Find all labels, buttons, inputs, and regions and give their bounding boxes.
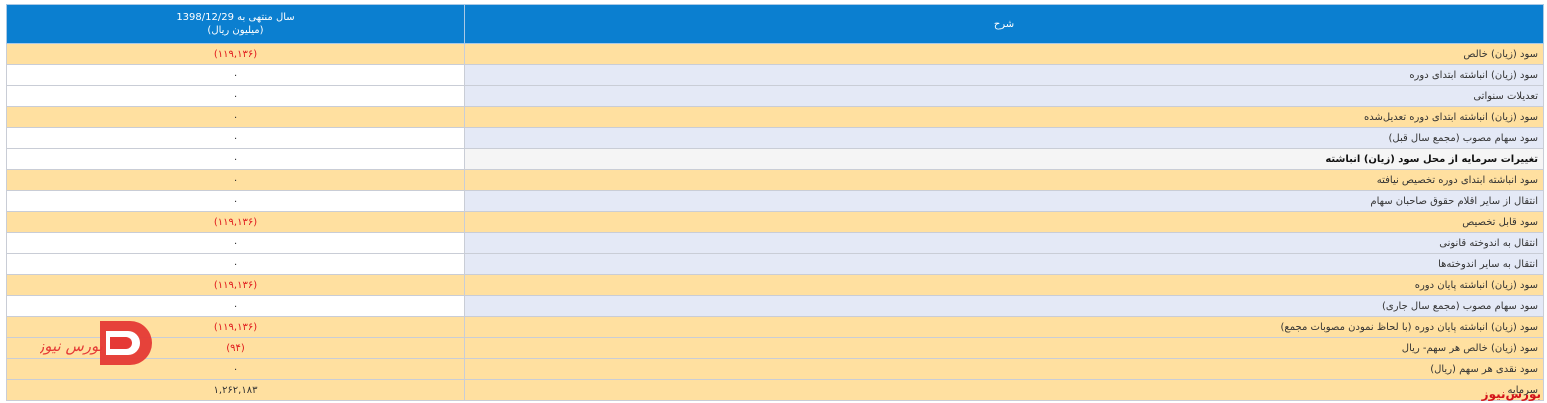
row-value: ۰ bbox=[6, 127, 465, 149]
row-value: (۱۱۹,۱۳۶) bbox=[6, 43, 465, 65]
row-value: ۰ bbox=[6, 253, 465, 275]
row-value: ۰ bbox=[6, 232, 465, 254]
row-label: انتقال به سایر اندوخته‌ها bbox=[464, 253, 1544, 275]
row-label: سود (زیان) انباشته پایان دوره (با لحاظ ن… bbox=[464, 316, 1544, 338]
row-label: تغییرات سرمایه از محل سود (زیان) انباشته bbox=[464, 148, 1544, 170]
table-row: ۱,۲۶۲,۱۸۳ سرمایه bbox=[6, 379, 1544, 401]
table-row: ۰ سود (زیان) انباشته ابتدای دوره bbox=[6, 64, 1544, 86]
row-value: ۰ bbox=[6, 295, 465, 317]
table-row: (۱۱۹,۱۳۶) سود (زیان) انباشته پایان دوره bbox=[6, 274, 1544, 296]
table-row: (۹۴) سود (زیان) خالص هر سهم- ریال bbox=[6, 337, 1544, 359]
footer-watermark: بورس‌نیوز bbox=[1481, 387, 1541, 401]
table-row: ۰ سود (زیان) انباشته ابتدای دوره تعدیل‌شد… bbox=[6, 106, 1544, 128]
row-value: ۰ bbox=[6, 85, 465, 107]
row-label: سود (زیان) انباشته پایان دوره bbox=[464, 274, 1544, 296]
row-label: سود (زیان) خالص هر سهم- ریال bbox=[464, 337, 1544, 359]
row-label: سود سهام مصوب (مجمع سال جاری) bbox=[464, 295, 1544, 317]
table-row: ۰ انتقال به سایر اندوخته‌ها bbox=[6, 253, 1544, 275]
table-row: ۰ سود سهام مصوب (مجمع سال جاری) bbox=[6, 295, 1544, 317]
borsnews-logo: بورس نیوز bbox=[40, 321, 152, 365]
header-period: سال منتهی به 1398/12/29 (میلیون ریال) bbox=[6, 4, 465, 44]
row-label: تعدیلات سنواتی bbox=[464, 85, 1544, 107]
row-label: سود نقدی هر سهم (ریال) bbox=[464, 358, 1544, 380]
row-label: سود قابل تخصیص bbox=[464, 211, 1544, 233]
table-row: ۰ انتقال به اندوخته قانونی bbox=[6, 232, 1544, 254]
header-period-line2: (میلیون ریال) bbox=[207, 25, 264, 36]
row-label: انتقال از سایر اقلام حقوق صاحبان سهام bbox=[464, 190, 1544, 212]
row-value: ۰ bbox=[6, 106, 465, 128]
table-row: ۰ انتقال از سایر اقلام حقوق صاحبان سهام bbox=[6, 190, 1544, 212]
row-label: سود سهام مصوب (مجمع سال قبل) bbox=[464, 127, 1544, 149]
table-row: ۰ تعدیلات سنواتی bbox=[6, 85, 1544, 107]
row-value: ۰ bbox=[6, 190, 465, 212]
header-description: شرح bbox=[464, 4, 1544, 44]
row-value: ۰ bbox=[6, 148, 465, 170]
row-value: ۱,۲۶۲,۱۸۳ bbox=[6, 379, 465, 401]
row-label: سرمایه bbox=[464, 379, 1544, 401]
row-label: انتقال به اندوخته قانونی bbox=[464, 232, 1544, 254]
row-label: سود (زیان) انباشته ابتدای دوره تعدیل‌شده bbox=[464, 106, 1544, 128]
row-value: (۱۱۹,۱۳۶) bbox=[6, 274, 465, 296]
table-row: ۰ سود انباشته ابتدای دوره تخصیص نیافته bbox=[6, 169, 1544, 191]
row-value: ۰ bbox=[6, 169, 465, 191]
header-period-line1: سال منتهی به 1398/12/29 bbox=[176, 12, 295, 23]
table-row: (۱۱۹,۱۳۶) سود (زیان) انباشته پایان دوره (… bbox=[6, 316, 1544, 338]
table-row: ۰ سود نقدی هر سهم (ریال) bbox=[6, 358, 1544, 380]
row-label: سود (زیان) انباشته ابتدای دوره bbox=[464, 64, 1544, 86]
row-label: سود انباشته ابتدای دوره تخصیص نیافته bbox=[464, 169, 1544, 191]
table-header-row: سال منتهی به 1398/12/29 (میلیون ریال) شر… bbox=[6, 4, 1544, 44]
table-row: ۰ سود سهام مصوب (مجمع سال قبل) bbox=[6, 127, 1544, 149]
svg-text:بورس نیوز: بورس نیوز bbox=[40, 337, 103, 355]
row-value: ۰ bbox=[6, 64, 465, 86]
table-row: (۱۱۹,۱۳۶) سود (زیان) خالص bbox=[6, 43, 1544, 65]
table-row: ۰ تغییرات سرمایه از محل سود (زیان) انباشت… bbox=[6, 148, 1544, 170]
profit-distribution-table: سال منتهی به 1398/12/29 (میلیون ریال) شر… bbox=[6, 4, 1544, 401]
table-row: (۱۱۹,۱۳۶) سود قابل تخصیص bbox=[6, 211, 1544, 233]
row-label: سود (زیان) خالص bbox=[464, 43, 1544, 65]
row-value: (۱۱۹,۱۳۶) bbox=[6, 211, 465, 233]
